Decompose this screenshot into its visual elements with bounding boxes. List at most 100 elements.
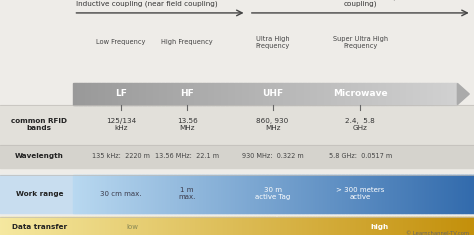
Bar	[0, 105, 474, 145]
Bar	[430, 83, 432, 105]
Bar	[108, 217, 109, 235]
Bar	[91, 175, 92, 213]
Text: 30 m
active Tag: 30 m active Tag	[255, 187, 290, 200]
Bar	[300, 83, 301, 105]
Bar	[458, 175, 459, 213]
Bar	[247, 175, 248, 213]
Text: 930 MHz:  0.322 m: 930 MHz: 0.322 m	[242, 153, 303, 159]
Bar	[359, 175, 361, 213]
Bar	[299, 83, 300, 105]
Bar	[264, 83, 265, 105]
Bar	[382, 175, 383, 213]
Bar	[268, 175, 270, 213]
Bar	[288, 217, 289, 235]
Bar	[408, 83, 409, 105]
Bar	[60, 217, 62, 235]
Bar	[165, 175, 167, 213]
Bar	[446, 175, 447, 213]
Bar	[84, 83, 85, 105]
Bar	[147, 217, 148, 235]
Bar	[167, 217, 169, 235]
Bar	[318, 175, 319, 213]
Bar	[454, 217, 455, 235]
Bar	[328, 175, 330, 213]
Bar	[383, 83, 384, 105]
Bar	[417, 217, 419, 235]
Bar	[460, 217, 461, 235]
Bar	[173, 175, 175, 213]
Bar	[396, 83, 397, 105]
Bar	[294, 217, 295, 235]
Bar	[122, 217, 123, 235]
Bar	[184, 175, 186, 213]
Bar	[110, 83, 112, 105]
Bar	[123, 217, 125, 235]
Bar	[100, 175, 101, 213]
Bar	[387, 175, 389, 213]
Bar	[92, 83, 94, 105]
Bar	[290, 83, 291, 105]
Bar	[115, 217, 117, 235]
Bar	[456, 175, 458, 213]
Text: 5.8 GHz:  0.0517 m: 5.8 GHz: 0.0517 m	[328, 153, 392, 159]
Bar	[284, 175, 286, 213]
Bar	[179, 217, 180, 235]
Bar	[256, 175, 258, 213]
Bar	[437, 175, 438, 213]
Bar	[73, 175, 75, 213]
Bar	[186, 217, 188, 235]
Bar	[213, 217, 215, 235]
Bar	[74, 217, 76, 235]
Bar	[441, 175, 442, 213]
Bar	[347, 175, 348, 213]
Bar	[226, 175, 227, 213]
Bar	[210, 83, 212, 105]
Bar	[76, 175, 77, 213]
Bar	[264, 217, 265, 235]
Bar	[375, 83, 377, 105]
Bar	[253, 217, 255, 235]
Bar	[468, 217, 469, 235]
Bar	[71, 217, 73, 235]
Bar	[292, 175, 294, 213]
Bar	[337, 217, 338, 235]
Bar	[406, 175, 407, 213]
Bar	[340, 217, 341, 235]
Bar	[301, 175, 302, 213]
Bar	[32, 217, 33, 235]
Bar	[175, 175, 176, 213]
Bar	[406, 217, 408, 235]
Bar	[240, 217, 242, 235]
Bar	[300, 217, 302, 235]
Bar	[47, 217, 49, 235]
Bar	[150, 175, 151, 213]
Bar	[87, 217, 89, 235]
Bar	[81, 217, 82, 235]
Bar	[173, 83, 174, 105]
Bar	[431, 175, 433, 213]
Bar	[402, 175, 403, 213]
Bar	[201, 83, 203, 105]
Bar	[347, 217, 349, 235]
Bar	[307, 175, 309, 213]
Bar	[384, 217, 385, 235]
Bar	[226, 217, 228, 235]
Bar	[90, 175, 91, 213]
Bar	[190, 83, 191, 105]
Bar	[331, 83, 332, 105]
Bar	[121, 175, 123, 213]
Bar	[362, 217, 364, 235]
Bar	[307, 217, 308, 235]
Bar	[448, 175, 450, 213]
Bar	[350, 83, 351, 105]
Bar	[279, 175, 281, 213]
Bar	[169, 83, 171, 105]
Bar	[142, 217, 144, 235]
Bar	[373, 83, 374, 105]
Bar	[331, 175, 332, 213]
Bar	[390, 175, 391, 213]
Bar	[414, 175, 415, 213]
Bar	[274, 175, 275, 213]
Bar	[332, 175, 334, 213]
Bar	[236, 217, 237, 235]
